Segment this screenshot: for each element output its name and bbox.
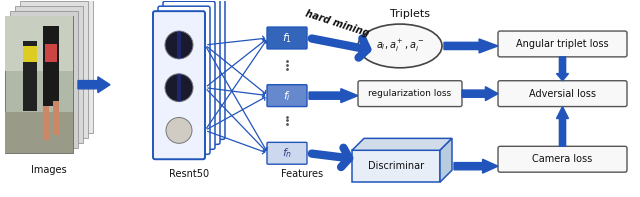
- Bar: [23, 46, 37, 62]
- Bar: [20, 1, 88, 138]
- Text: $a_i,a_i^+,a_i^-$: $a_i,a_i^+,a_i^-$: [376, 38, 424, 54]
- Text: Resnt50: Resnt50: [169, 169, 209, 179]
- FancyArrow shape: [462, 87, 498, 101]
- Bar: [10, 11, 78, 148]
- Text: Features: Features: [281, 169, 323, 179]
- Bar: [5, 112, 73, 153]
- Text: hard mining: hard mining: [304, 8, 370, 38]
- Circle shape: [165, 74, 193, 102]
- Text: $f_1$: $f_1$: [282, 31, 292, 45]
- Bar: [15, 6, 83, 143]
- FancyBboxPatch shape: [267, 27, 307, 49]
- FancyBboxPatch shape: [173, 0, 225, 139]
- FancyArrow shape: [309, 89, 358, 103]
- FancyBboxPatch shape: [158, 6, 210, 154]
- Bar: [177, 74, 181, 102]
- Polygon shape: [440, 138, 452, 182]
- Text: Adversial loss: Adversial loss: [529, 89, 596, 99]
- Bar: [177, 31, 181, 59]
- Bar: [5, 16, 73, 153]
- FancyBboxPatch shape: [498, 81, 627, 107]
- FancyBboxPatch shape: [163, 1, 215, 149]
- FancyBboxPatch shape: [168, 0, 220, 144]
- Ellipse shape: [358, 24, 442, 68]
- FancyBboxPatch shape: [153, 11, 205, 159]
- FancyArrow shape: [78, 77, 110, 93]
- FancyBboxPatch shape: [358, 81, 462, 107]
- FancyBboxPatch shape: [498, 31, 627, 57]
- FancyArrow shape: [454, 159, 498, 173]
- Circle shape: [165, 31, 193, 59]
- Bar: [43, 26, 59, 106]
- Text: Camera loss: Camera loss: [532, 154, 593, 164]
- Text: Images: Images: [31, 165, 67, 175]
- Bar: [352, 150, 440, 182]
- FancyArrow shape: [444, 39, 498, 53]
- Polygon shape: [352, 138, 452, 150]
- Text: Discriminar: Discriminar: [368, 161, 424, 171]
- Bar: [23, 41, 37, 111]
- Text: regularization loss: regularization loss: [369, 89, 452, 98]
- FancyBboxPatch shape: [498, 146, 627, 172]
- Bar: [53, 101, 59, 135]
- Circle shape: [166, 117, 192, 143]
- Text: $f_n$: $f_n$: [282, 146, 292, 160]
- Text: Angular triplet loss: Angular triplet loss: [516, 39, 609, 49]
- Bar: [43, 106, 49, 140]
- FancyArrow shape: [557, 107, 568, 146]
- Bar: [45, 44, 57, 62]
- FancyArrow shape: [557, 57, 568, 81]
- FancyBboxPatch shape: [267, 142, 307, 164]
- FancyBboxPatch shape: [267, 85, 307, 107]
- Bar: [25, 0, 93, 133]
- Text: $f_i$: $f_i$: [283, 89, 291, 102]
- Bar: [5, 16, 73, 71]
- Text: Triplets: Triplets: [390, 9, 430, 19]
